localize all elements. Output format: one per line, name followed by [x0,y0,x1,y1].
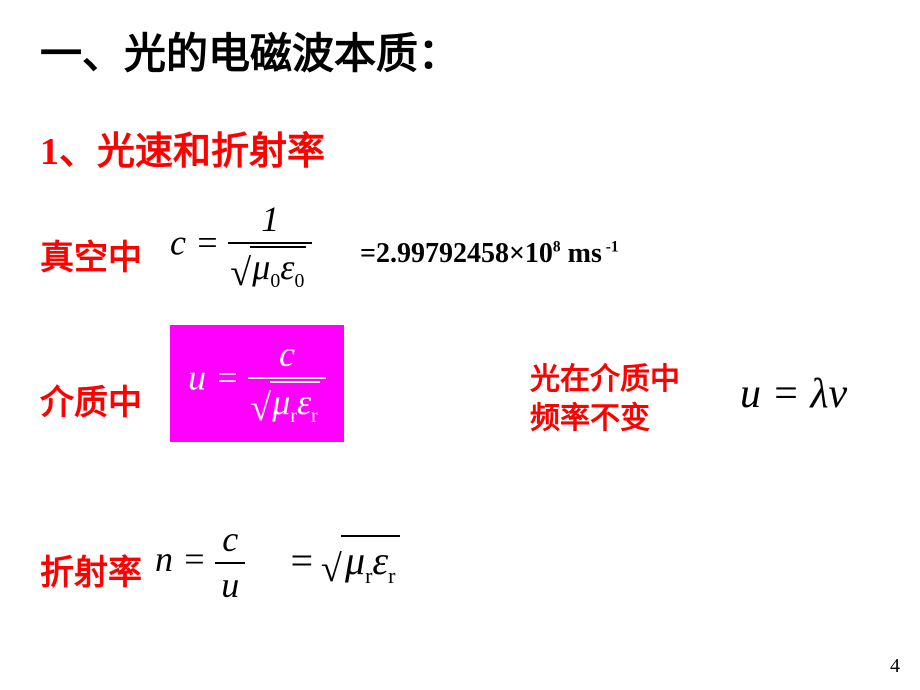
epsr2: ε [372,538,388,583]
frequency-note: 光在介质中 频率不变 [530,360,680,438]
medium-fraction: c μrεr [248,335,325,428]
refraction-equation-2: = μrεr [288,535,400,589]
refraction-equation-1: n = c u [155,520,245,605]
section-heading: 1、光速和折射率 [40,120,325,175]
note-line1: 光在介质中 [530,360,680,399]
eps0-sub: 0 [294,270,304,292]
mur: μ [272,382,290,422]
vacuum-label: 真空中 [40,230,142,279]
medium-equation: u = c μrεr [188,335,326,428]
n-den: u [215,564,245,606]
mu0: μ [252,247,270,287]
u-lambda-nu-equation: u = λν [740,370,847,418]
medium-label: 介质中 [40,375,142,424]
page-number: 4 [890,655,900,678]
refraction-label: 折射率 [40,545,142,594]
eq2-prefix: = [288,538,315,583]
medium-equation-box: u = c μrεr [170,325,344,442]
medium-numerator: c [248,335,325,379]
c-unit: ms [561,238,602,269]
vacuum-numerator: 1 [228,200,312,244]
epsr: ε [297,382,311,422]
sqrt-symbol: μrεr [325,535,400,589]
vacuum-fraction: 1 μ0ε0 [228,200,312,293]
slide: 一、光的电磁波本质： 1、光速和折射率 真空中 c = 1 μ0ε0 =2.99… [0,0,920,690]
epsr2-sub: r [388,563,395,588]
note-line2: 频率不变 [530,399,680,438]
mur2: μ [345,538,365,583]
page-title: 一、光的电磁波本质： [40,20,460,81]
epsr-sub: r [311,405,318,427]
vacuum-denominator: μ0ε0 [228,244,312,293]
mur-sub: r [290,405,297,427]
n-fraction: c u [215,520,245,605]
sqrt-symbol: μ0ε0 [234,246,306,293]
medium-denominator: μrεr [248,379,325,428]
sqrt-symbol: μrεr [254,381,319,428]
vacuum-equation: c = 1 μ0ε0 [170,200,312,293]
c-unit-exp: -1 [602,239,619,256]
mu0-sub: 0 [270,270,280,292]
speed-of-light-value: =2.99792458×108 ms -1 [360,238,619,270]
c-exp: 8 [553,239,561,256]
n-lhs: n = [155,539,206,579]
medium-lhs: u = [188,358,239,398]
eps0: ε [280,247,294,287]
n-num: c [215,520,245,564]
c-value: =2.99792458×10 [360,238,553,269]
vacuum-lhs: c = [170,223,219,263]
